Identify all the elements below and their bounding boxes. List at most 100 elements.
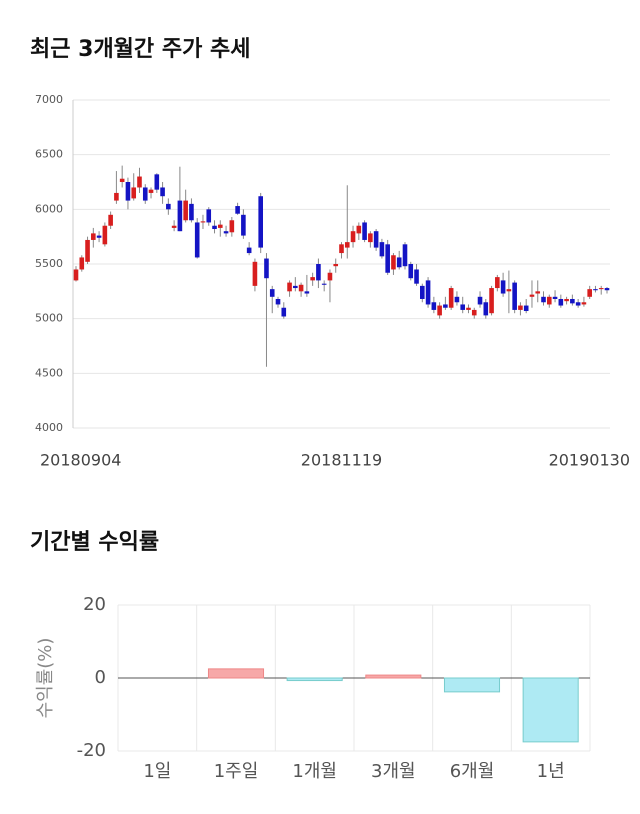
y-axis-label: 수익률(%) [35,638,56,719]
candle-body [420,285,425,299]
bar [286,677,343,682]
candle-body [252,261,258,286]
candle-body [241,214,246,236]
x-tick-label: 20180904 [40,451,121,470]
candle-body [212,225,217,230]
return-chart-title: 기간별 수익률 [30,530,159,555]
candle-body [339,244,344,254]
candle-body [558,298,564,306]
candle-body [593,289,598,291]
x-tick-label: 6개월 [450,761,495,782]
x-tick-label: 1개월 [292,761,337,782]
candle-body [229,220,235,233]
candle-body [391,255,396,270]
candle-body [160,187,165,197]
y-tick-label: 6000 [35,202,63,215]
candle-body [587,289,592,297]
candle-body [402,244,408,267]
candle-body [217,224,223,228]
candle-body [293,285,298,289]
candle-body [131,187,137,199]
candle-body [287,282,292,292]
candle-body [448,288,454,308]
candle-body [541,296,546,303]
candle-body [529,294,535,297]
candle-body [552,296,558,299]
candle-body [142,187,148,201]
candle-body [275,298,281,305]
candle-body [581,302,587,305]
candle-body [379,242,385,257]
candle-body [512,282,517,310]
candle-body [148,189,154,193]
candle-body [356,225,362,234]
candle-body [368,233,373,243]
candle-body [281,307,287,317]
candle-body [350,231,356,243]
y-tick-label: 0 [95,667,106,688]
candle-body [443,304,448,308]
candle-body [189,203,194,221]
candle-body [298,284,304,292]
candle-body [535,291,541,294]
y-tick-label: 7000 [35,93,63,106]
candle-body [598,288,604,290]
candle-body [506,289,512,292]
candle-body [114,192,119,201]
candle-body [523,305,529,312]
candle-body [310,277,315,281]
candle-body [396,257,402,268]
candle-body [431,302,437,310]
candle-body [373,231,379,248]
candle-body [85,239,90,262]
candle-body [177,200,183,232]
candle-body [604,288,610,291]
y-tick-label: -20 [77,740,106,761]
candle-body [258,196,263,248]
candle-body [344,242,350,248]
candle-body [570,298,575,304]
candle-body [102,225,108,245]
candle-body [137,176,142,188]
candle-body [108,214,113,226]
candle-body [333,264,339,267]
candle-body [194,222,200,258]
candle-body [79,257,85,270]
x-tick-label: 1주일 [214,761,259,782]
y-tick-label: 6500 [35,148,63,161]
candle-body [304,291,310,294]
x-tick-label: 20190130 [549,451,630,470]
candle-body [91,233,96,240]
candle-body [437,305,442,316]
y-tick-label: 5000 [35,312,63,325]
bar [443,677,501,693]
candle-body [316,264,321,281]
y-tick-label: 20 [83,594,106,615]
candle-body [235,206,240,214]
candle-body [264,258,269,279]
candle-body [414,269,419,284]
candle-body [408,264,414,279]
candle-body [500,280,506,294]
candle-body [73,269,79,281]
y-tick-label: 4500 [35,366,63,379]
candle-body [154,174,160,190]
candle-body [489,288,494,314]
stock-chart-title: 최근 3개월간 주가 추세 [30,37,250,62]
candle-body [575,302,581,306]
candle-body [477,296,483,305]
candle-body [96,235,102,238]
candle-body [546,296,552,305]
candle-body [327,272,333,281]
candle-body [471,309,477,316]
candle-body [166,203,171,210]
candle-body [454,296,460,303]
x-tick-label: 3개월 [371,761,416,782]
y-tick-label: 4000 [35,421,63,434]
x-tick-label: 20181119 [301,451,382,470]
candle-body [246,247,252,254]
candle-body [483,302,489,316]
candle-body [206,209,212,223]
candle-body [119,178,125,182]
candle-body [495,277,500,289]
